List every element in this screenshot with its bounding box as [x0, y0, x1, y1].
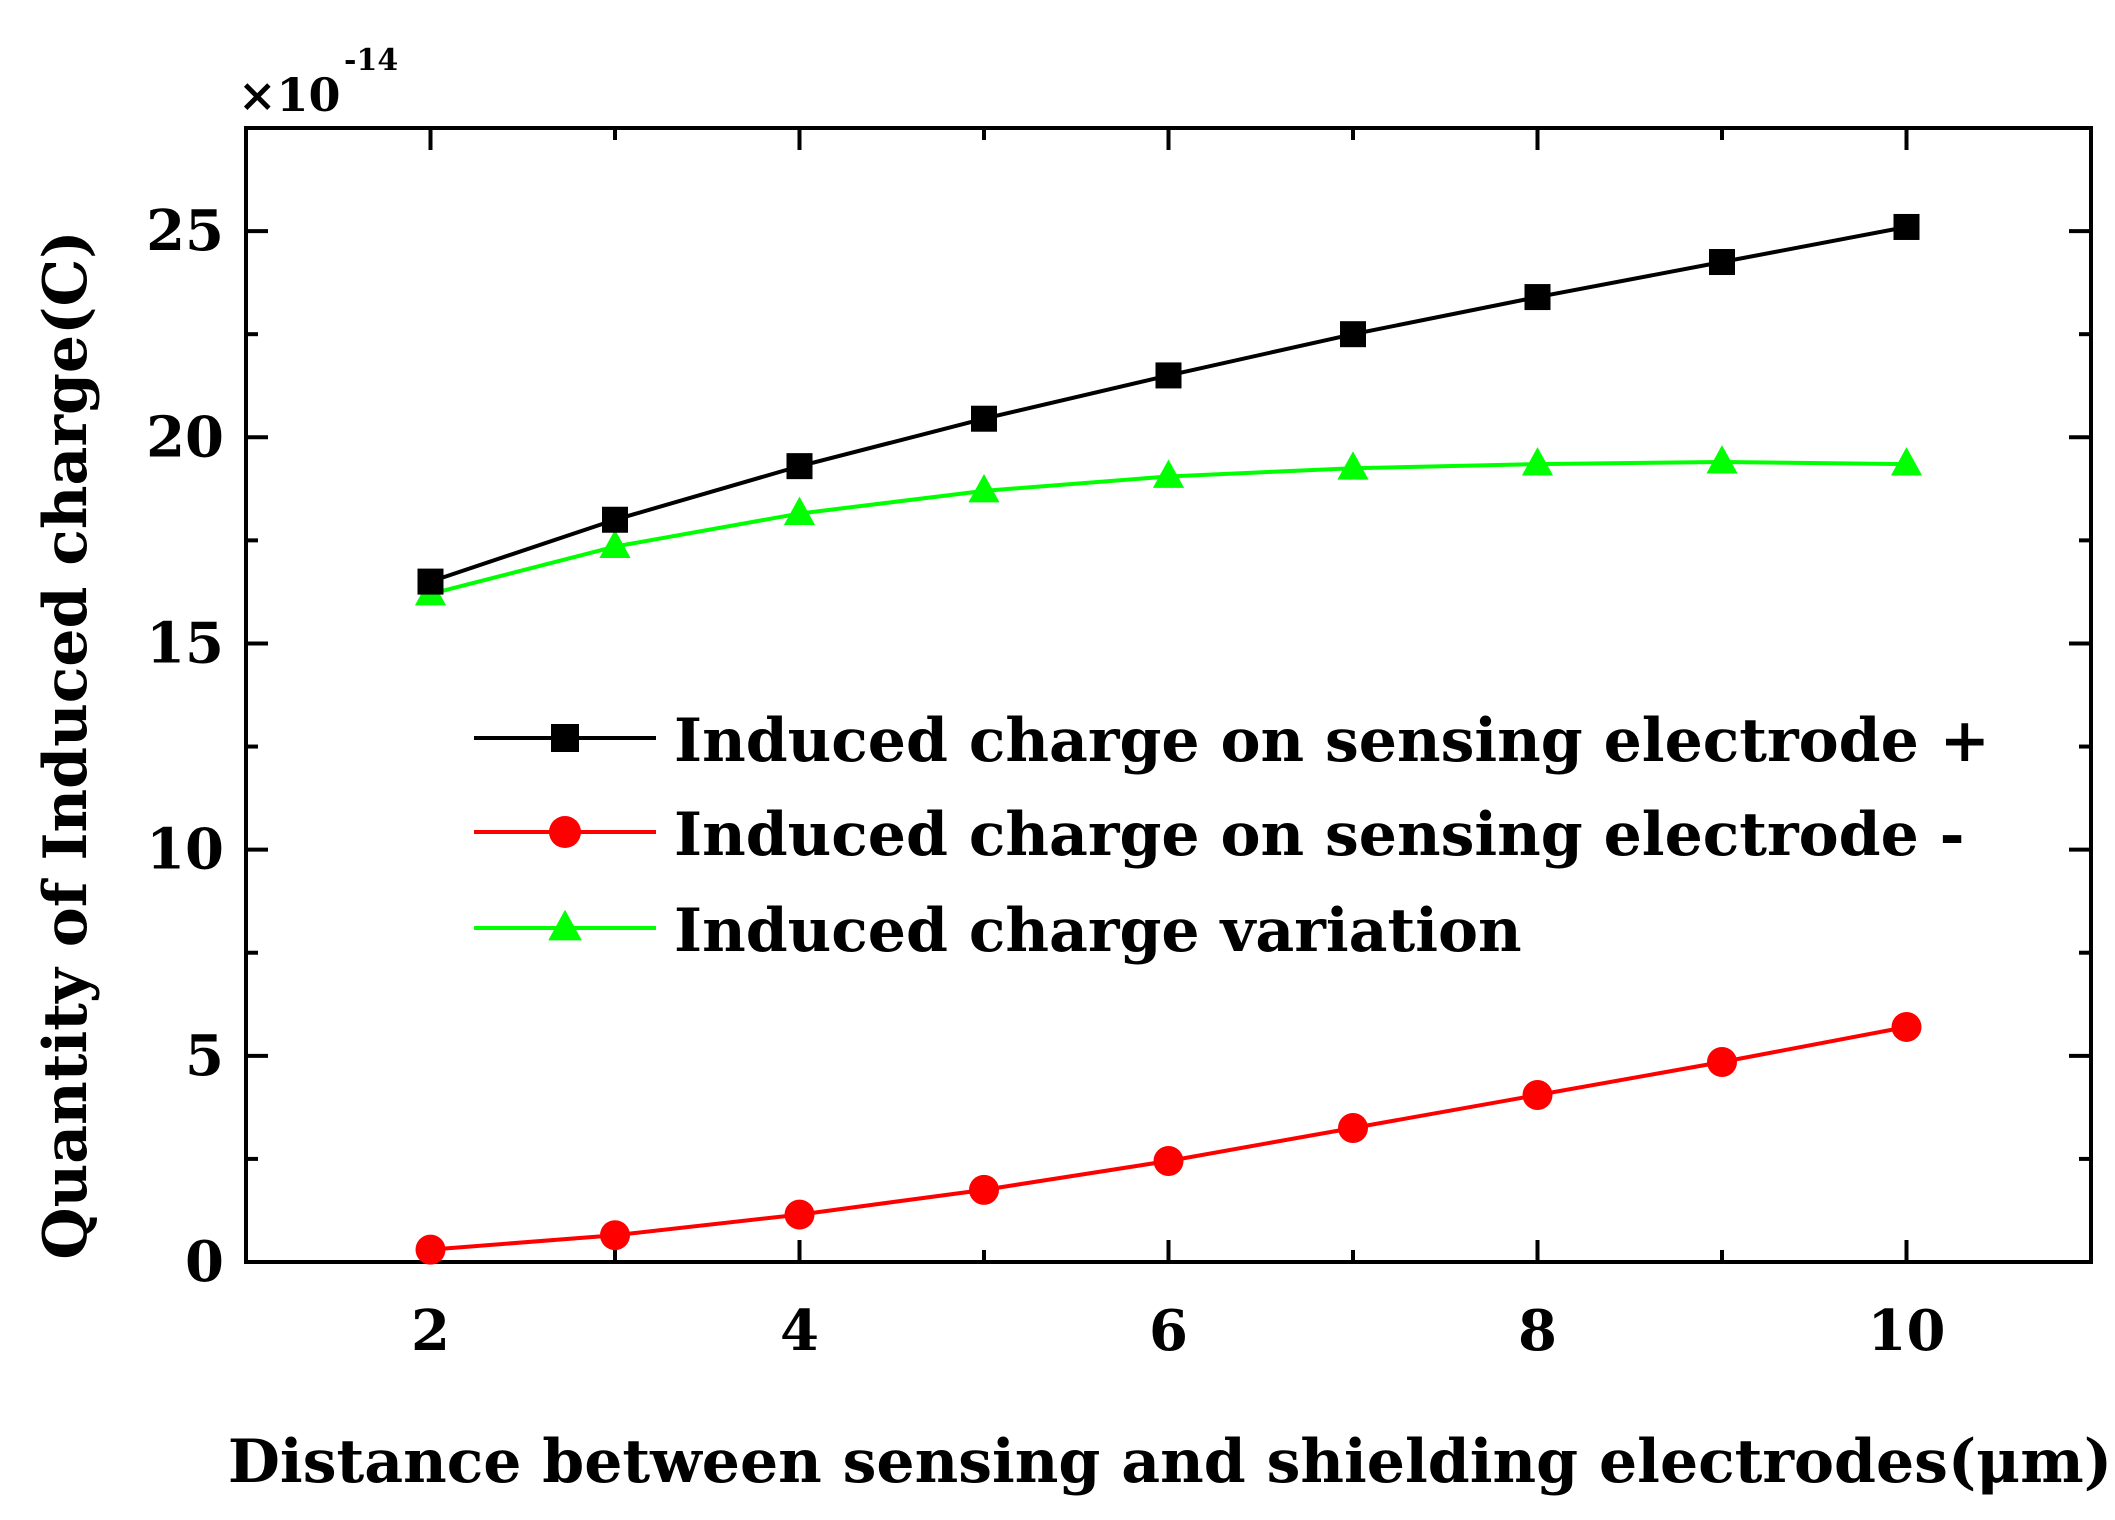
data-point: [1155, 362, 1182, 389]
x-tick-label: 4: [780, 1298, 819, 1364]
data-point: [1337, 451, 1369, 480]
data-point: [1707, 1047, 1737, 1078]
data-point: [784, 1199, 815, 1230]
y-tick-label: 0: [185, 1229, 224, 1295]
x-tick-label: 2: [411, 1298, 450, 1364]
data-point: [786, 453, 813, 480]
data-point: [968, 473, 1000, 503]
y-axis-label: Quantity of Induced charge(C): [31, 230, 101, 1259]
data-point: [599, 529, 631, 559]
y-multiplier-exponent: -14: [344, 43, 398, 78]
legend-marker: [551, 724, 579, 752]
legend-label: Induced charge on sensing electrode -: [674, 800, 1965, 870]
series-square: [417, 213, 1920, 595]
data-point: [971, 405, 997, 432]
series-circle: [415, 1011, 1922, 1265]
y-tick-label: 25: [146, 198, 224, 264]
x-tick-labels: 2 4 6 8 10: [411, 1298, 1945, 1364]
data-point: [600, 1220, 630, 1251]
data-point: [1706, 445, 1738, 474]
data-point: [1522, 1079, 1553, 1110]
x-tick-label: 6: [1149, 1298, 1188, 1364]
y-tick-label: 15: [146, 610, 224, 676]
legend-marker: [548, 909, 582, 941]
data-point: [417, 568, 444, 595]
series-layer: [414, 213, 1923, 1265]
data-point: [1890, 447, 1923, 476]
data-point: [1524, 284, 1551, 311]
data-point: [1521, 447, 1554, 476]
x-axis-label: Distance between sensing and shielding e…: [228, 1427, 2112, 1497]
x-tick-label: 10: [1868, 1298, 1946, 1364]
data-point: [1709, 249, 1735, 276]
data-point: [602, 506, 628, 533]
y-tick-label: 20: [146, 404, 224, 470]
data-point: [969, 1174, 999, 1205]
data-point: [1338, 1112, 1368, 1143]
data-point: [1893, 213, 1920, 240]
data-point: [1891, 1011, 1922, 1042]
legend-label: Induced charge variation: [674, 896, 1522, 966]
y-tick-labels: 0 5 10 15 20 25: [146, 198, 224, 1295]
x-tick-label: 8: [1518, 1298, 1557, 1364]
data-point: [1340, 321, 1366, 348]
data-point: [783, 496, 816, 526]
data-point: [1152, 459, 1185, 488]
data-point: [415, 1234, 446, 1265]
y-tick-label: 10: [146, 817, 224, 883]
data-point: [1153, 1145, 1184, 1176]
legend-marker: [549, 816, 581, 848]
legend-label: Induced charge on sensing electrode +: [674, 706, 1990, 776]
axis-ticks: [244, 126, 2093, 1264]
y-tick-label: 5: [185, 1023, 224, 1089]
legend: Induced charge on sensing electrode + Ind…: [474, 706, 1990, 966]
y-multiplier-label: ×10: [238, 68, 341, 122]
